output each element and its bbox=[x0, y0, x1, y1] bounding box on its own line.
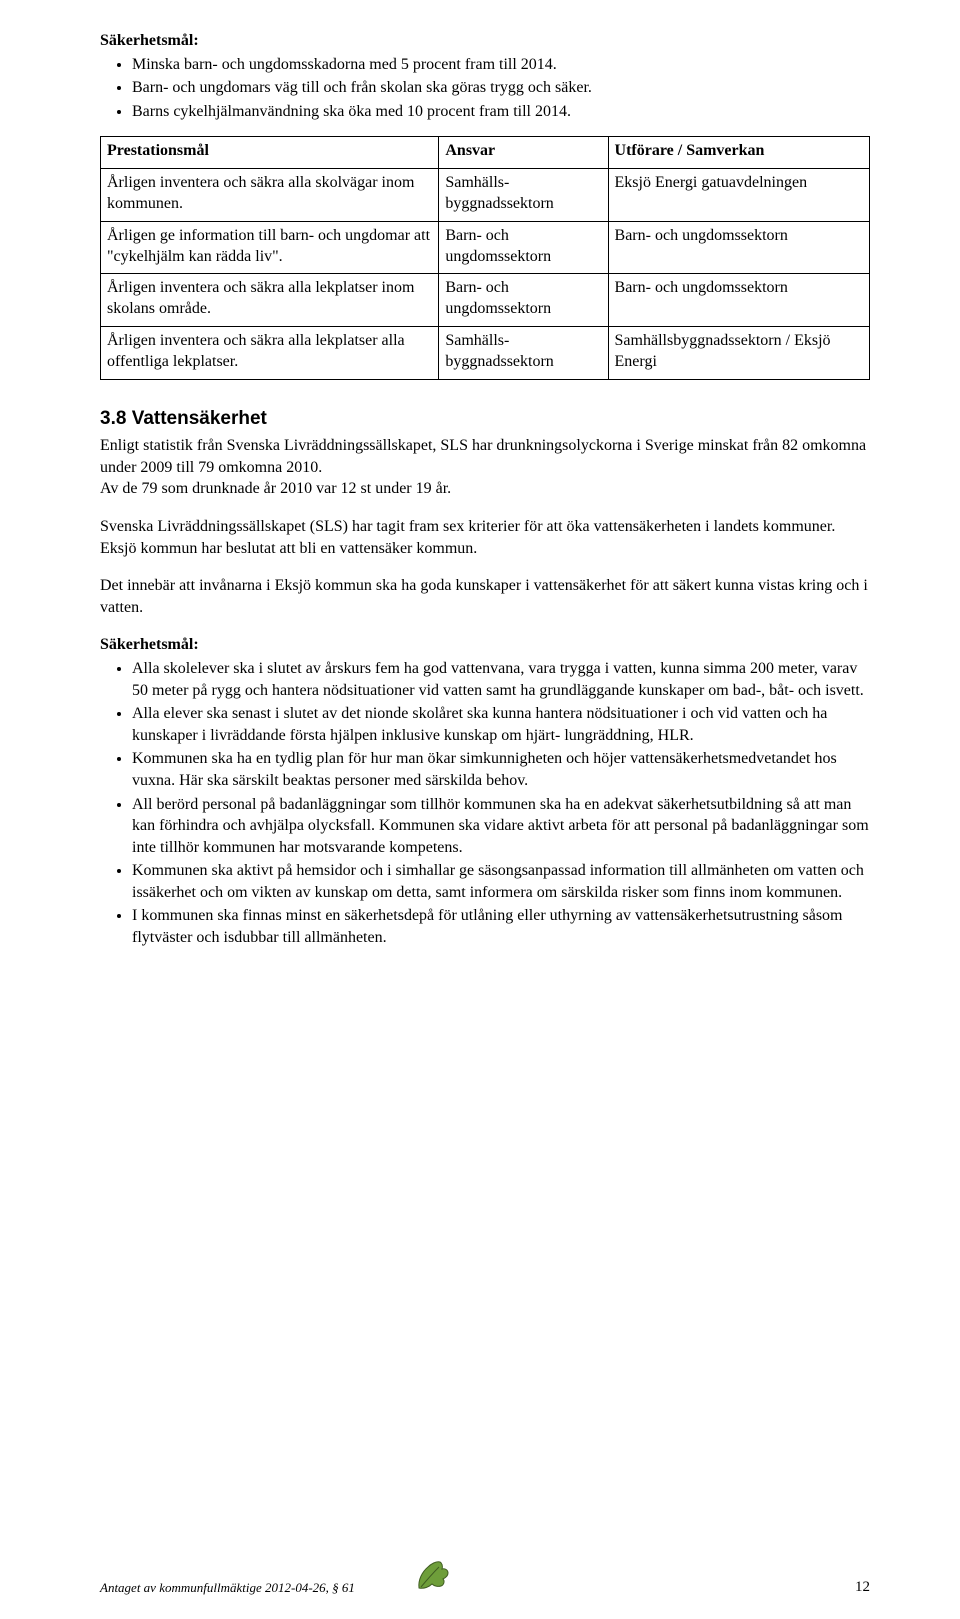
safety-goals-heading-2: Säkerhetsmål: bbox=[100, 634, 870, 656]
table-cell: Barn- och ungdomssektorn bbox=[439, 221, 608, 274]
page: Säkerhetsmål: Minska barn- och ungdomssk… bbox=[0, 0, 960, 1619]
paragraph: Det innebär att invånarna i Eksjö kommun… bbox=[100, 575, 870, 618]
table-cell: Barn- och ungdomssektorn bbox=[608, 221, 869, 274]
table-cell: Barn- och ungdomssektorn bbox=[439, 274, 608, 327]
paragraph-text: Av de 79 som drunknade år 2010 var 12 st… bbox=[100, 480, 451, 497]
oak-leaf-icon bbox=[412, 1554, 456, 1601]
footer-adopted-text: Antaget av kommunfullmäktige 2012-04-26,… bbox=[100, 1579, 355, 1597]
table-row: Årligen ge information till barn- och un… bbox=[101, 221, 870, 274]
table-row: Årligen inventera och säkra alla skolväg… bbox=[101, 169, 870, 222]
table-cell: Årligen ge information till barn- och un… bbox=[101, 221, 439, 274]
table-cell: Årligen inventera och säkra alla lekplat… bbox=[101, 326, 439, 379]
table-cell: Samhälls-byggnadssektorn bbox=[439, 169, 608, 222]
table-header-row: Prestationsmål Ansvar Utförare / Samverk… bbox=[101, 137, 870, 169]
performance-goal-table: Prestationsmål Ansvar Utförare / Samverk… bbox=[100, 136, 870, 379]
list-item: Alla skolelever ska i slutet av årskurs … bbox=[132, 658, 870, 701]
safety-goals-heading-1: Säkerhetsmål: bbox=[100, 30, 870, 52]
safety-goals-list-2: Alla skolelever ska i slutet av årskurs … bbox=[100, 658, 870, 949]
safety-goals-list-1: Minska barn- och ungdomsskadorna med 5 p… bbox=[100, 54, 870, 123]
table-cell: Årligen inventera och säkra alla lekplat… bbox=[101, 274, 439, 327]
table-header-cell: Prestationsmål bbox=[101, 137, 439, 169]
table-header-cell: Ansvar bbox=[439, 137, 608, 169]
section-heading-vattensakerhet: 3.8 Vattensäkerhet bbox=[100, 406, 870, 432]
list-item: I kommunen ska finnas minst en säkerhets… bbox=[132, 905, 870, 948]
table-cell: Samhälls-byggnadssektorn bbox=[439, 326, 608, 379]
list-item: Alla elever ska senast i slutet av det n… bbox=[132, 703, 870, 746]
paragraph: Enligt statistik från Svenska Livräddnin… bbox=[100, 435, 870, 500]
list-item: Minska barn- och ungdomsskadorna med 5 p… bbox=[132, 54, 870, 76]
table-row: Årligen inventera och säkra alla lekplat… bbox=[101, 326, 870, 379]
list-item: Kommunen ska aktivt på hemsidor och i si… bbox=[132, 860, 870, 903]
page-footer: Antaget av kommunfullmäktige 2012-04-26,… bbox=[100, 1559, 870, 1599]
paragraph-text: Enligt statistik från Svenska Livräddnin… bbox=[100, 437, 866, 476]
paragraph: Svenska Livräddningssällskapet (SLS) har… bbox=[100, 516, 870, 559]
list-item: Kommunen ska ha en tydlig plan för hur m… bbox=[132, 748, 870, 791]
list-item: Barn- och ungdomars väg till och från sk… bbox=[132, 77, 870, 99]
page-number: 12 bbox=[855, 1577, 870, 1597]
table-header-cell: Utförare / Samverkan bbox=[608, 137, 869, 169]
table-cell: Årligen inventera och säkra alla skolväg… bbox=[101, 169, 439, 222]
table-cell: Barn- och ungdomssektorn bbox=[608, 274, 869, 327]
table-cell: Samhällsbyggnadssektorn / Eksjö Energi bbox=[608, 326, 869, 379]
list-item: All berörd personal på badanläggningar s… bbox=[132, 794, 870, 859]
list-item: Barns cykelhjälmanvändning ska öka med 1… bbox=[132, 101, 870, 123]
table-row: Årligen inventera och säkra alla lekplat… bbox=[101, 274, 870, 327]
table-cell: Eksjö Energi gatuavdelningen bbox=[608, 169, 869, 222]
